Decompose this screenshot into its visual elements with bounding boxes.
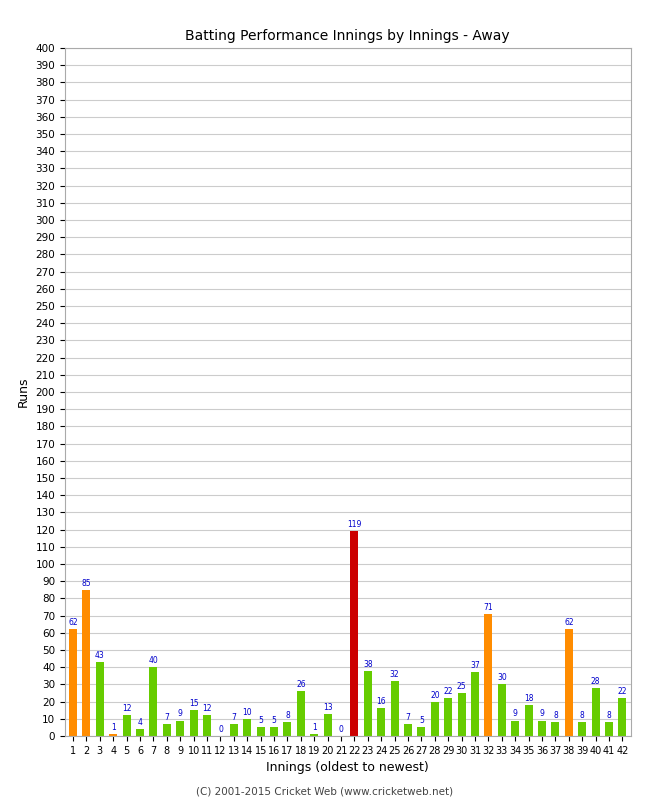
Text: 12: 12 <box>122 704 131 714</box>
Bar <box>176 721 184 736</box>
Text: 22: 22 <box>618 687 627 696</box>
Text: 32: 32 <box>390 670 400 679</box>
Text: 71: 71 <box>484 603 493 612</box>
Bar <box>69 630 77 736</box>
Text: 30: 30 <box>497 674 507 682</box>
Bar <box>243 719 252 736</box>
Bar <box>484 614 493 736</box>
Text: 43: 43 <box>95 651 105 660</box>
Text: 9: 9 <box>540 710 545 718</box>
Text: 28: 28 <box>591 677 601 686</box>
Text: 62: 62 <box>68 618 78 627</box>
Text: 1: 1 <box>111 723 116 732</box>
Bar <box>324 714 332 736</box>
Text: 4: 4 <box>138 718 142 727</box>
Bar <box>458 693 465 736</box>
Bar <box>404 724 412 736</box>
Bar <box>350 531 358 736</box>
Text: 9: 9 <box>513 710 517 718</box>
Text: 1: 1 <box>312 723 317 732</box>
Bar <box>498 685 506 736</box>
Text: 85: 85 <box>82 578 91 588</box>
Text: 13: 13 <box>323 702 332 711</box>
Bar <box>270 727 278 736</box>
Text: 7: 7 <box>164 713 169 722</box>
Bar <box>162 724 171 736</box>
Bar <box>297 691 305 736</box>
Bar <box>364 670 372 736</box>
Bar <box>150 667 157 736</box>
Bar <box>538 721 546 736</box>
Bar <box>310 734 318 736</box>
Text: 25: 25 <box>457 682 467 691</box>
Text: 15: 15 <box>189 699 198 708</box>
Text: 8: 8 <box>285 711 290 720</box>
Text: 8: 8 <box>606 711 612 720</box>
Bar <box>109 734 117 736</box>
Text: 9: 9 <box>178 710 183 718</box>
Bar <box>605 722 613 736</box>
Bar <box>377 709 385 736</box>
Text: (C) 2001-2015 Cricket Web (www.cricketweb.net): (C) 2001-2015 Cricket Web (www.cricketwe… <box>196 786 454 796</box>
Bar <box>578 722 586 736</box>
Text: 12: 12 <box>202 704 212 714</box>
Bar <box>123 715 131 736</box>
Text: 22: 22 <box>443 687 453 696</box>
Text: 62: 62 <box>564 618 574 627</box>
Bar <box>230 724 238 736</box>
Bar <box>444 698 452 736</box>
Text: 26: 26 <box>296 680 306 690</box>
Text: 8: 8 <box>553 711 558 720</box>
Title: Batting Performance Innings by Innings - Away: Batting Performance Innings by Innings -… <box>185 29 510 42</box>
Text: 38: 38 <box>363 659 372 669</box>
Text: 7: 7 <box>231 713 237 722</box>
Bar <box>551 722 560 736</box>
Text: 5: 5 <box>272 716 276 726</box>
Bar <box>257 727 265 736</box>
Bar <box>136 729 144 736</box>
X-axis label: Innings (oldest to newest): Innings (oldest to newest) <box>266 762 429 774</box>
Bar <box>190 710 198 736</box>
Text: 5: 5 <box>419 716 424 726</box>
Text: 37: 37 <box>470 662 480 670</box>
Bar <box>96 662 104 736</box>
Bar <box>512 721 519 736</box>
Bar <box>391 681 398 736</box>
Text: 8: 8 <box>580 711 584 720</box>
Text: 119: 119 <box>347 520 361 530</box>
Text: 40: 40 <box>149 656 159 665</box>
Text: 16: 16 <box>376 698 386 706</box>
Bar <box>592 688 600 736</box>
Text: 18: 18 <box>524 694 534 703</box>
Y-axis label: Runs: Runs <box>17 377 30 407</box>
Bar <box>525 705 533 736</box>
Text: 0: 0 <box>339 725 343 734</box>
Bar <box>417 727 426 736</box>
Text: 7: 7 <box>406 713 411 722</box>
Text: 20: 20 <box>430 690 439 699</box>
Text: 5: 5 <box>258 716 263 726</box>
Bar <box>471 672 479 736</box>
Text: 10: 10 <box>242 708 252 717</box>
Bar <box>283 722 291 736</box>
Bar <box>431 702 439 736</box>
Bar <box>565 630 573 736</box>
Bar <box>618 698 627 736</box>
Bar <box>203 715 211 736</box>
Bar <box>83 590 90 736</box>
Text: 0: 0 <box>218 725 223 734</box>
